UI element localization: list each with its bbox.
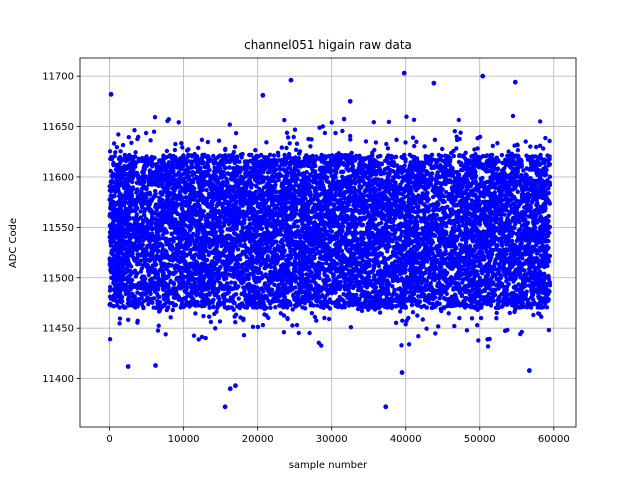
x-tick-label: 60000 bbox=[538, 434, 570, 445]
outlier-point bbox=[401, 70, 407, 76]
y-tick-label: 11500 bbox=[42, 273, 74, 284]
outlier-point bbox=[480, 73, 486, 79]
y-tick-label: 11600 bbox=[42, 172, 74, 183]
outlier-point bbox=[431, 80, 437, 86]
scatter-points bbox=[107, 70, 553, 410]
x-tick-label: 20000 bbox=[242, 434, 274, 445]
x-axis-label: sample number bbox=[289, 460, 368, 471]
y-tick-label: 11450 bbox=[42, 324, 74, 335]
outlier-point bbox=[260, 92, 266, 98]
x-tick-label: 30000 bbox=[316, 434, 348, 445]
outlier-point bbox=[227, 386, 233, 392]
y-tick-label: 11700 bbox=[42, 72, 74, 83]
y-axis-label: ADC Code bbox=[8, 218, 19, 268]
axis-ticks: 0 10000 20000 30000 40000 50000 60000 11400 1145… bbox=[42, 72, 570, 445]
outlier-point bbox=[153, 363, 158, 368]
outlier-point bbox=[383, 404, 389, 410]
x-tick-label: 40000 bbox=[390, 434, 422, 445]
y-tick-label: 11400 bbox=[42, 374, 74, 385]
outlier-point bbox=[233, 383, 238, 389]
outlier-point bbox=[125, 364, 131, 369]
outlier-point bbox=[288, 77, 294, 83]
x-tick-label: 10000 bbox=[168, 434, 200, 445]
chart-title: channel051 higain raw data bbox=[244, 38, 412, 52]
outlier-point bbox=[526, 368, 532, 373]
outlier-point bbox=[347, 98, 353, 104]
scatter-band bbox=[107, 113, 553, 349]
x-tick-label: 50000 bbox=[464, 434, 496, 445]
y-tick-label: 11550 bbox=[42, 223, 74, 234]
plot-frame bbox=[79, 57, 577, 428]
x-tick-label: 0 bbox=[106, 434, 112, 445]
outlier-point bbox=[399, 370, 405, 375]
outlier-point bbox=[222, 404, 228, 410]
outlier-point bbox=[512, 79, 518, 85]
outlier-point bbox=[108, 91, 114, 97]
y-tick-label: 11650 bbox=[42, 122, 74, 133]
